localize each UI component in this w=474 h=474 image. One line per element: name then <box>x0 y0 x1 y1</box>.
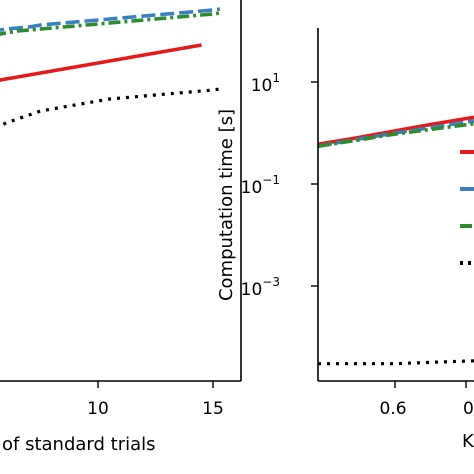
left-x-tick-label-15: 15 <box>202 399 224 419</box>
left-series-1 <box>0 7 221 32</box>
right-x-tick-label-0.6: 0.6 <box>379 399 406 419</box>
left-series-group <box>0 7 221 128</box>
right-y-ticks: 101 10−1 10−3 <box>241 71 318 300</box>
left-series-0 <box>0 43 202 82</box>
right-legend <box>460 150 474 265</box>
left-x-tick-label-10: 10 <box>87 399 109 419</box>
right-x-axis-title: K <box>462 431 474 452</box>
left-series-3 <box>0 87 221 128</box>
right-series-2 <box>317 121 474 148</box>
right-y-tick-label-1e-3: 10−3 <box>241 275 280 300</box>
left-chart: 10 15 of standard trials <box>0 0 242 455</box>
right-chart: 101 10−1 10−3 0.6 0 K Computation time [… <box>216 28 474 452</box>
right-y-axis-title: Computation time [s] <box>216 109 237 301</box>
right-series-3 <box>318 359 474 366</box>
right-x-tick-label-0: 0 <box>463 399 474 419</box>
right-series-group <box>317 115 474 366</box>
left-x-axis-title: of standard trials <box>2 434 156 455</box>
right-y-tick-label-1e-1: 10−1 <box>241 173 280 198</box>
right-y-tick-label-1e1: 101 <box>251 71 280 96</box>
left-series-2 <box>0 11 221 36</box>
